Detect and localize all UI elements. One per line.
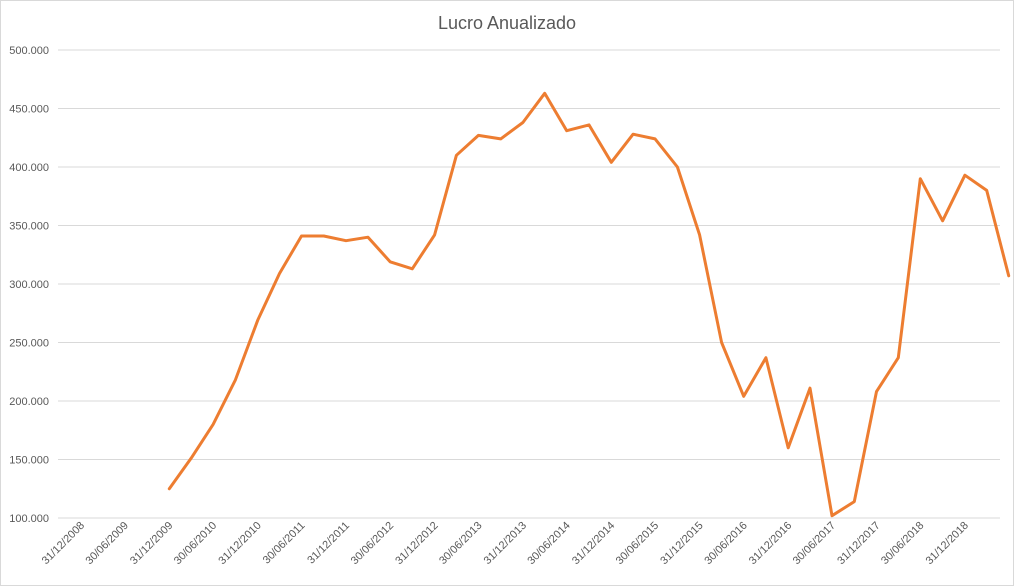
x-tick-label: 31/12/2013 bbox=[482, 520, 529, 567]
y-tick-label: 450.000 bbox=[9, 104, 49, 116]
y-tick-label: 250.000 bbox=[9, 338, 49, 350]
y-tick-label: 300.000 bbox=[9, 279, 49, 291]
x-tick-label: 30/06/2012 bbox=[349, 520, 396, 567]
x-tick-label: 30/06/2016 bbox=[702, 520, 749, 567]
chart-title: Lucro Anualizado bbox=[437, 13, 577, 33]
y-tick-label: 200.000 bbox=[9, 396, 49, 408]
x-tick-label: 31/12/2010 bbox=[216, 520, 263, 567]
x-tick-label: 31/12/2014 bbox=[570, 520, 617, 567]
x-tick-label: 31/12/2012 bbox=[393, 520, 440, 567]
x-tick-label: 31/12/2017 bbox=[835, 520, 882, 567]
x-tick-label: 31/12/2011 bbox=[305, 520, 352, 567]
x-tick-label: 31/12/2016 bbox=[747, 520, 794, 567]
x-tick-label: 30/06/2015 bbox=[614, 520, 661, 567]
series-line bbox=[167, 91, 1011, 518]
x-tick-label: 31/12/2015 bbox=[658, 520, 705, 567]
x-tick-label: 31/12/2008 bbox=[40, 520, 87, 567]
x-tick-label: 31/12/2018 bbox=[924, 520, 971, 567]
x-tick-label: 30/06/2017 bbox=[791, 520, 838, 567]
y-tick-label: 350.000 bbox=[9, 221, 49, 233]
y-tick-label: 100.000 bbox=[9, 513, 49, 525]
y-tick-label: 400.000 bbox=[9, 162, 49, 174]
x-tick-label: 30/06/2018 bbox=[879, 520, 926, 567]
x-tick-label: 30/06/2011 bbox=[261, 520, 308, 567]
x-tick-label: 30/06/2010 bbox=[172, 520, 219, 567]
x-tick-label: 30/06/2009 bbox=[84, 520, 131, 567]
x-tick-label: 30/06/2014 bbox=[525, 520, 572, 567]
x-tick-label: 30/06/2013 bbox=[437, 520, 484, 567]
x-tick-label: 31/12/2009 bbox=[128, 520, 175, 567]
y-tick-label: 150.000 bbox=[9, 455, 49, 467]
y-tick-label: 500.000 bbox=[9, 45, 49, 57]
